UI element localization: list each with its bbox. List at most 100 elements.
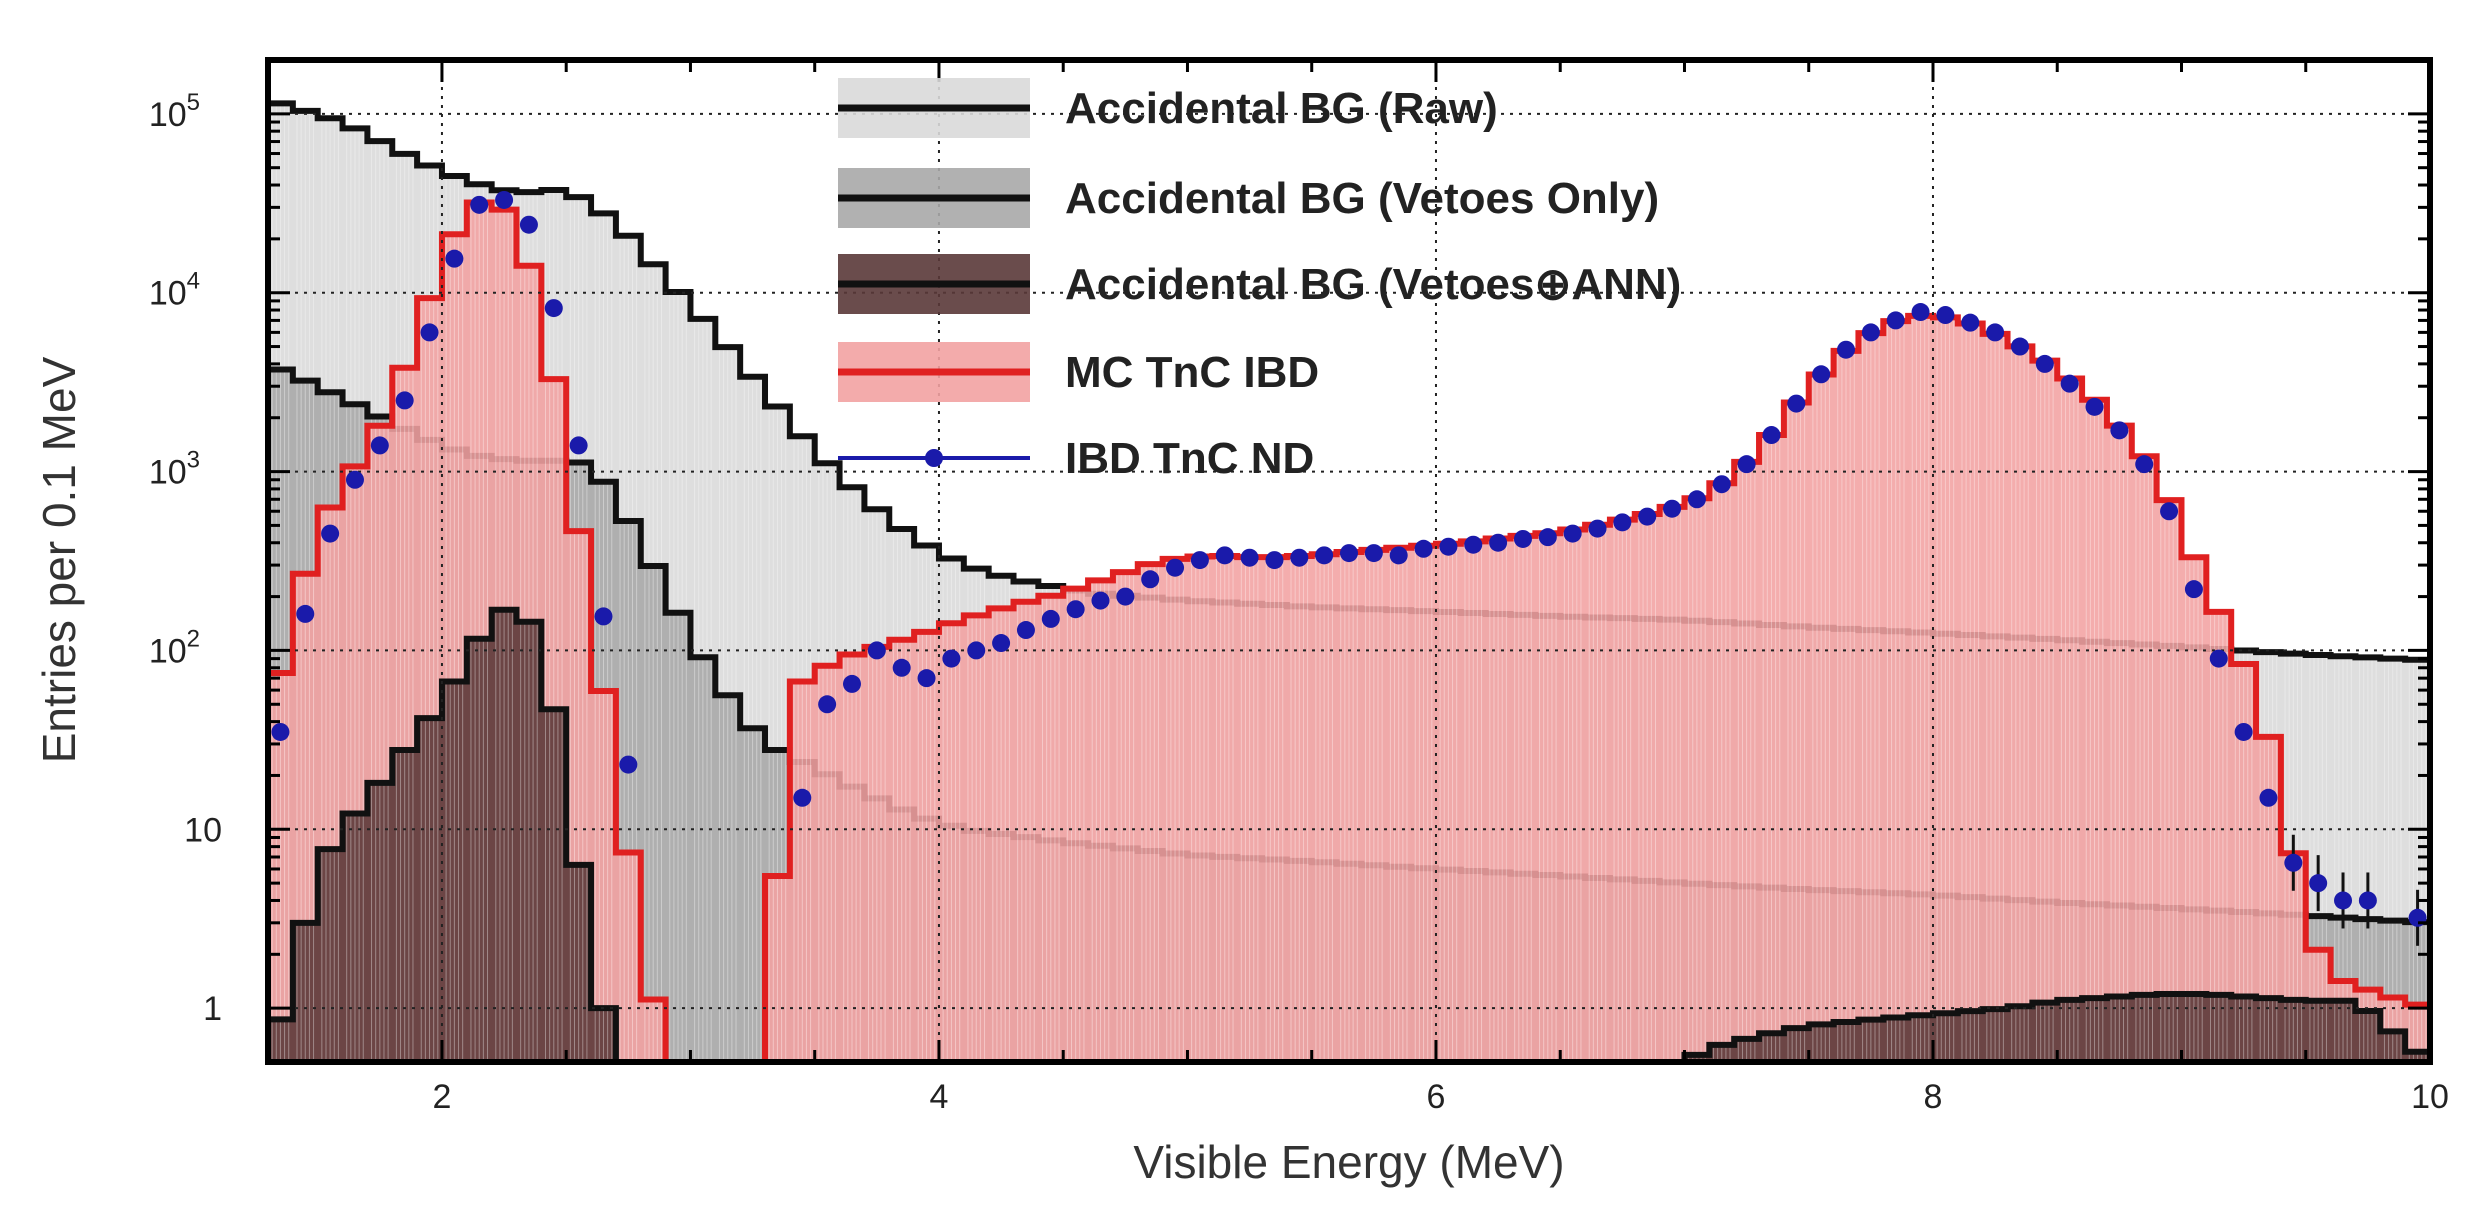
series-hatching bbox=[271, 609, 2427, 1062]
y-tick-label: 10 bbox=[184, 811, 222, 849]
data-point bbox=[271, 722, 290, 741]
data-point bbox=[842, 674, 861, 693]
data-point bbox=[2110, 421, 2129, 440]
legend-marker bbox=[925, 449, 943, 467]
series-accidental-bg-vetoes-ann bbox=[268, 606, 2430, 1062]
data-point bbox=[370, 436, 389, 455]
data-point bbox=[967, 641, 986, 660]
data-point bbox=[818, 695, 837, 714]
x-tick-label: 4 bbox=[930, 1078, 949, 1116]
data-point bbox=[1240, 548, 1259, 567]
data-point bbox=[1837, 340, 1856, 359]
data-point bbox=[2060, 374, 2079, 393]
data-point bbox=[1016, 621, 1035, 640]
data-point bbox=[594, 607, 613, 626]
axis-ticks bbox=[268, 58, 2432, 1062]
data-point bbox=[2209, 649, 2228, 668]
data-point bbox=[2234, 722, 2253, 741]
data-point bbox=[296, 604, 315, 623]
data-point bbox=[1911, 303, 1930, 322]
legend-label: Accidental BG (Vetoes Only) bbox=[1065, 174, 1659, 223]
data-point bbox=[1464, 535, 1483, 554]
legend-label: IBD TnC ND bbox=[1065, 434, 1314, 483]
series-layer bbox=[268, 100, 2430, 1062]
data-point bbox=[544, 299, 563, 318]
y-tick-exponent: 5 bbox=[187, 89, 200, 116]
data-point bbox=[1513, 529, 1532, 548]
data-point bbox=[1538, 528, 1557, 547]
data-point bbox=[1364, 544, 1383, 563]
data-point bbox=[1663, 499, 1682, 518]
data-point bbox=[2184, 580, 2203, 599]
data-point bbox=[1116, 587, 1135, 606]
data-point bbox=[1588, 519, 1607, 538]
y-tick-label: 1 bbox=[203, 990, 222, 1028]
data-point bbox=[892, 658, 911, 677]
legend-entry: Accidental BG (Vetoes Only) bbox=[838, 168, 1659, 228]
data-point bbox=[1961, 313, 1980, 332]
y-tick-label: 103 bbox=[149, 447, 200, 492]
data-point bbox=[1886, 311, 1905, 330]
data-point bbox=[1439, 537, 1458, 556]
x-tick-label: 10 bbox=[2411, 1078, 2449, 1116]
data-point bbox=[1290, 548, 1309, 567]
data-point bbox=[619, 755, 638, 774]
data-point bbox=[1414, 539, 1433, 558]
data-point bbox=[1041, 609, 1060, 628]
y-tick-exponent: 4 bbox=[187, 268, 200, 295]
data-point bbox=[1986, 323, 2005, 342]
data-point bbox=[519, 215, 538, 234]
data-point bbox=[321, 524, 340, 543]
legend-entry: IBD TnC ND bbox=[838, 434, 1314, 483]
data-point bbox=[1687, 490, 1706, 509]
y-tick-label: 102 bbox=[149, 625, 200, 670]
legend-label: Accidental BG (Vetoes⊕ANN) bbox=[1065, 260, 1681, 309]
data-point bbox=[1215, 546, 1234, 565]
data-point bbox=[2358, 891, 2377, 910]
data-markers bbox=[271, 190, 2427, 946]
data-point bbox=[2284, 853, 2303, 872]
x-axis-label: Visible Energy (MeV) bbox=[1133, 1136, 1564, 1188]
plot-frame bbox=[265, 57, 2433, 1065]
data-point bbox=[917, 669, 936, 688]
x-tick-label: 2 bbox=[432, 1078, 451, 1116]
data-point bbox=[2259, 788, 2278, 807]
legend-entry: Accidental BG (Raw) bbox=[838, 78, 1498, 138]
data-point bbox=[1489, 533, 1508, 552]
series-outline bbox=[268, 606, 2430, 1062]
y-axis-label: Entries per 0.1 MeV bbox=[33, 356, 85, 763]
series-mc-tnc-ibd bbox=[268, 199, 2430, 1062]
data-point bbox=[793, 788, 812, 807]
series-fill bbox=[268, 609, 2430, 1062]
data-point bbox=[1340, 544, 1358, 563]
data-point bbox=[1265, 551, 1284, 570]
data-point bbox=[942, 649, 961, 668]
data-point bbox=[420, 323, 439, 342]
data-point bbox=[2035, 354, 2054, 373]
data-point bbox=[395, 391, 414, 410]
data-point bbox=[445, 249, 464, 268]
x-tick-label: 8 bbox=[1924, 1078, 1943, 1116]
data-point bbox=[1563, 524, 1582, 543]
data-point bbox=[867, 641, 886, 660]
data-point bbox=[1762, 426, 1781, 445]
data-point bbox=[470, 195, 489, 214]
legend-label: MC TnC IBD bbox=[1065, 348, 1319, 397]
data-point bbox=[1190, 551, 1209, 570]
series-ibd-tnc-nd bbox=[271, 190, 2427, 946]
legend-entry: MC TnC IBD bbox=[838, 342, 1319, 402]
legend: Accidental BG (Raw) Accidental BG (Vetoes… bbox=[838, 78, 1681, 483]
data-point bbox=[495, 190, 514, 209]
data-point bbox=[1166, 558, 1185, 577]
data-point bbox=[1936, 306, 1955, 325]
data-point bbox=[1066, 600, 1085, 619]
series-fill bbox=[268, 202, 2430, 1062]
data-point bbox=[569, 436, 588, 455]
data-point bbox=[1861, 323, 1880, 342]
data-point bbox=[1389, 546, 1408, 565]
data-point bbox=[2010, 337, 2029, 356]
data-point bbox=[2085, 397, 2104, 416]
legend-entry: Accidental BG (Vetoes⊕ANN) bbox=[838, 254, 1681, 314]
data-point bbox=[2160, 502, 2179, 521]
